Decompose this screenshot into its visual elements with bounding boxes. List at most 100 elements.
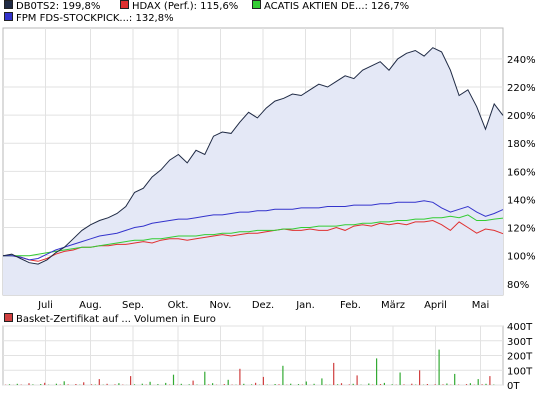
volume-bar <box>227 379 229 385</box>
volume-bar <box>340 383 343 385</box>
volume-bar <box>55 383 57 385</box>
volume-bar <box>8 384 11 385</box>
volume-bar <box>243 383 245 385</box>
legend-swatch-3 <box>252 0 261 9</box>
volume-bar <box>469 383 471 385</box>
series-area-db0ts2 <box>3 47 503 296</box>
volume-bar <box>40 384 42 385</box>
volume-bar <box>489 376 491 385</box>
volume-bar <box>114 384 116 385</box>
x-tick-label: Aug. <box>79 300 102 311</box>
volume-bar <box>368 383 370 385</box>
volume-bar <box>391 384 393 385</box>
volume-bar <box>204 371 206 385</box>
y-tick-label: 120% <box>507 224 536 235</box>
volume-bar <box>223 384 225 385</box>
volume-bar <box>426 384 428 385</box>
volume-bar <box>305 381 307 385</box>
legend-swatch-1 <box>4 0 13 9</box>
volume-bar <box>278 384 280 385</box>
volume-bar <box>282 365 284 385</box>
y-tick-label: 180% <box>507 139 536 150</box>
volume-bar <box>337 384 339 385</box>
volume-bar <box>477 379 479 385</box>
main-legend: DB0TS2: 199,8% HDAX (Perf.): 115,6% ACAT… <box>0 0 545 26</box>
volume-bar <box>290 383 292 385</box>
volume-bar <box>255 382 257 385</box>
volume-bar <box>348 384 350 385</box>
legend-label-1: DB0TS2: 199,8% <box>16 1 101 12</box>
x-tick-label: Jan. <box>295 300 315 311</box>
volume-bar <box>333 362 335 385</box>
volume-tick-label: 400T <box>507 322 533 333</box>
volume-tick-label: 300T <box>507 337 533 348</box>
x-tick-label: Juli <box>37 300 53 311</box>
volume-bar <box>297 384 300 385</box>
volume-bar <box>419 370 421 386</box>
legend-item-1: DB0TS2: 199,8% <box>4 0 100 13</box>
volume-bar <box>383 382 385 385</box>
y-tick-label: 240% <box>507 55 536 66</box>
x-tick-label: Nov. <box>210 300 232 311</box>
volume-bar <box>446 383 448 385</box>
volume-bar <box>251 384 253 385</box>
volume-bar <box>67 384 69 385</box>
volume-bar <box>133 384 136 385</box>
volume-bar <box>157 384 159 385</box>
volume-bar <box>106 383 108 385</box>
volume-bar <box>28 383 30 385</box>
x-tick-label: April <box>424 300 447 311</box>
legend-swatch-2 <box>120 0 129 9</box>
volume-bar <box>262 376 264 385</box>
legend-label-4: FPM FDS-STOCKPICK...: 132,8% <box>16 13 174 24</box>
x-tick-label: Feb. <box>340 300 361 311</box>
legend-swatch-4 <box>4 12 13 21</box>
volume-bar <box>379 384 382 385</box>
x-tick-label: Sep. <box>122 300 144 311</box>
y-tick-label: 220% <box>507 83 536 94</box>
volume-tick-label: 200T <box>507 352 533 363</box>
volume-bar <box>239 368 241 385</box>
volume-bar <box>352 383 354 385</box>
y-tick-label: 200% <box>507 111 536 122</box>
x-tick-label: Dez. <box>252 300 274 311</box>
legend-item-2: HDAX (Perf.): 115,6% <box>120 0 238 13</box>
x-tick-label: Mai <box>472 300 490 311</box>
y-tick-label: 80% <box>507 280 529 291</box>
volume-legend: Basket-Zertifikat auf ... Volumen in Eur… <box>0 313 545 325</box>
volume-bar <box>118 383 120 385</box>
volume-bar <box>16 383 18 385</box>
volume-legend-item: Basket-Zertifikat auf ... Volumen in Eur… <box>4 313 216 326</box>
volume-bar <box>212 383 214 385</box>
legend-item-3: ACATIS AKTIEN DE...: 126,7% <box>252 0 409 13</box>
x-tick-label: März <box>381 300 405 311</box>
series-line-fpm <box>3 200 504 261</box>
volume-bar <box>44 382 46 385</box>
volume-bar <box>149 381 151 385</box>
volume-bar <box>454 373 456 385</box>
volume-bar <box>399 372 401 385</box>
volume-bar <box>313 383 315 385</box>
series-line-acatis <box>3 214 504 257</box>
volume-bar <box>83 382 85 385</box>
volume-bar <box>75 384 77 385</box>
volume-legend-label: Basket-Zertifikat auf ... Volumen in Eur… <box>16 314 216 325</box>
volume-bar <box>32 384 34 385</box>
volume-bar <box>465 384 468 385</box>
volume-bar <box>141 383 143 385</box>
x-tick-label: Okt. <box>168 300 189 311</box>
y-tick-label: 160% <box>507 167 536 178</box>
volume-bar <box>63 381 65 385</box>
volume-tick-label: 0T <box>507 381 520 392</box>
volume-bar <box>321 378 323 385</box>
volume-bar <box>403 384 405 385</box>
volume-bar <box>434 384 436 385</box>
volume-bar <box>130 376 132 385</box>
volume-bar <box>98 379 100 385</box>
volume-legend-swatch <box>4 313 13 322</box>
volume-bar <box>180 383 182 385</box>
volume-bar <box>165 382 167 385</box>
volume-bar <box>411 383 413 385</box>
volume-bar <box>274 384 276 385</box>
